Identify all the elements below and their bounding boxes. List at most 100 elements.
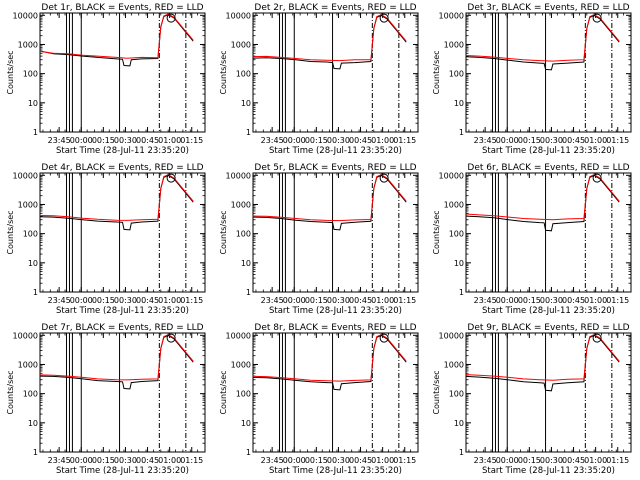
y-tick-label: 10: [241, 259, 251, 268]
x-tick-label: 00:15: [518, 296, 541, 305]
series-lld-line: [39, 174, 194, 221]
x-tick-label: 00:15: [518, 136, 541, 145]
x-tick-label: 01:15: [606, 136, 629, 145]
x-tick-label: 00:30: [327, 456, 350, 465]
plot-frame: [465, 12, 632, 133]
y-tick-label: 10: [28, 419, 38, 428]
series-lld-line: [252, 14, 407, 62]
x-tick-label: 00:00: [496, 456, 519, 465]
x-tick-label: 00:15: [518, 456, 541, 465]
x-tick-label: 01:00: [584, 136, 607, 145]
y-tick-label: 10000: [226, 331, 251, 340]
chart-panel-5: Det 5r, BLACK = Events, RED = LLD 1 10 100 1…: [219, 163, 419, 316]
x-axis-label: Start Time (28-Jul-11 23:35:20): [482, 306, 615, 316]
y-tick-label: 100: [449, 70, 464, 79]
x-tick-label: 00:00: [283, 296, 306, 305]
series-lld-line: [252, 174, 407, 222]
y-tick-label: 100: [236, 70, 251, 79]
x-tick-label: 23:45: [48, 296, 71, 305]
y-tick-label: 10000: [439, 11, 464, 20]
x-tick-label: 23:45: [48, 136, 71, 145]
x-axis-label: Start Time (28-Jul-11 23:35:20): [482, 466, 615, 476]
series-lld-line: [465, 174, 620, 221]
x-tick-label: 00:30: [327, 296, 350, 305]
plot-frame: [39, 332, 206, 453]
x-tick-label: 00:45: [349, 456, 372, 465]
x-tick-label: 00:45: [562, 136, 585, 145]
x-tick-label: 01:00: [371, 456, 394, 465]
x-tick-label: 00:30: [114, 136, 137, 145]
x-tick-label: 01:15: [606, 296, 629, 305]
x-axis-label: Start Time (28-Jul-11 23:35:20): [269, 306, 402, 316]
x-tick-label: 00:45: [349, 296, 372, 305]
x-tick-label: 01:00: [584, 456, 607, 465]
chart-title: Det 1r, BLACK = Events, RED = LLD: [41, 3, 203, 13]
x-tick-label: 01:15: [180, 136, 203, 145]
plot-frame: [252, 172, 419, 293]
x-tick-label: 01:00: [158, 136, 181, 145]
series-lld-line: [465, 14, 620, 62]
y-tick-label: 1000: [444, 40, 464, 49]
series-events-line: [252, 334, 407, 391]
x-tick-label: 23:45: [48, 456, 71, 465]
x-tick-label: 00:45: [136, 456, 159, 465]
chart-panel-7: Det 7r, BLACK = Events, RED = LLD 1 10 100 1…: [6, 323, 206, 476]
y-tick-label: 10000: [13, 331, 38, 340]
peak-circle-marker: [379, 173, 389, 183]
y-tick-label: 10000: [439, 331, 464, 340]
x-axis-label: Start Time (28-Jul-11 23:35:20): [269, 466, 402, 476]
y-axis-label: Counts/sec: [219, 370, 228, 414]
x-tick-label: 01:00: [158, 456, 181, 465]
x-axis-label: Start Time (28-Jul-11 23:35:20): [56, 306, 189, 316]
y-tick-label: 1000: [231, 360, 251, 369]
x-tick-label: 23:45: [474, 456, 497, 465]
y-tick-label: 10: [454, 99, 464, 108]
y-tick-label: 1000: [444, 200, 464, 209]
x-tick-label: 00:00: [70, 136, 93, 145]
y-axis-label: Counts/sec: [432, 370, 441, 414]
x-tick-label: 00:15: [92, 456, 115, 465]
x-tick-label: 00:15: [92, 136, 115, 145]
x-tick-label: 23:45: [261, 456, 284, 465]
y-tick-label: 10000: [13, 171, 38, 180]
plot-frame: [252, 332, 419, 453]
y-tick-label: 100: [23, 70, 38, 79]
x-axis-label: Start Time (28-Jul-11 23:35:20): [56, 466, 189, 476]
x-tick-label: 00:00: [283, 136, 306, 145]
x-tick-label: 01:00: [371, 136, 394, 145]
series-events-line: [39, 334, 194, 390]
y-tick-label: 100: [23, 390, 38, 399]
x-tick-label: 00:15: [305, 136, 328, 145]
peak-circle-marker: [379, 13, 389, 23]
x-tick-label: 01:15: [393, 136, 416, 145]
y-tick-label: 10: [241, 419, 251, 428]
series-events-line: [465, 334, 620, 392]
chart-title: Det 2r, BLACK = Events, RED = LLD: [254, 3, 416, 13]
y-tick-label: 1000: [18, 360, 38, 369]
x-tick-label: 00:00: [496, 136, 519, 145]
series-lld-line: [465, 334, 620, 381]
y-axis-label: Counts/sec: [6, 210, 15, 254]
x-tick-label: 01:15: [393, 456, 416, 465]
x-axis-label: Start Time (28-Jul-11 23:35:20): [56, 146, 189, 156]
chart-panel-8: Det 8r, BLACK = Events, RED = LLD 1 10 100 1…: [219, 323, 419, 476]
y-tick-label: 10000: [226, 11, 251, 20]
peak-circle-marker: [166, 13, 176, 23]
y-tick-label: 1: [459, 128, 464, 137]
y-tick-label: 1: [33, 288, 38, 297]
y-axis-label: Counts/sec: [432, 50, 441, 94]
chart-title: Det 8r, BLACK = Events, RED = LLD: [254, 323, 416, 333]
chart-panel-6: Det 6r, BLACK = Events, RED = LLD 1 10 100 1…: [432, 163, 632, 316]
plot-frame: [252, 12, 419, 133]
y-tick-label: 1: [33, 448, 38, 457]
x-tick-label: 01:15: [180, 456, 203, 465]
x-tick-label: 00:45: [349, 136, 372, 145]
peak-circle-marker: [592, 173, 602, 183]
y-tick-label: 10: [28, 259, 38, 268]
chart-title: Det 4r, BLACK = Events, RED = LLD: [41, 163, 203, 173]
y-axis-label: Counts/sec: [219, 210, 228, 254]
chart-title: Det 3r, BLACK = Events, RED = LLD: [467, 3, 629, 13]
series-lld-line: [39, 13, 194, 59]
peak-circle-marker: [166, 333, 176, 343]
